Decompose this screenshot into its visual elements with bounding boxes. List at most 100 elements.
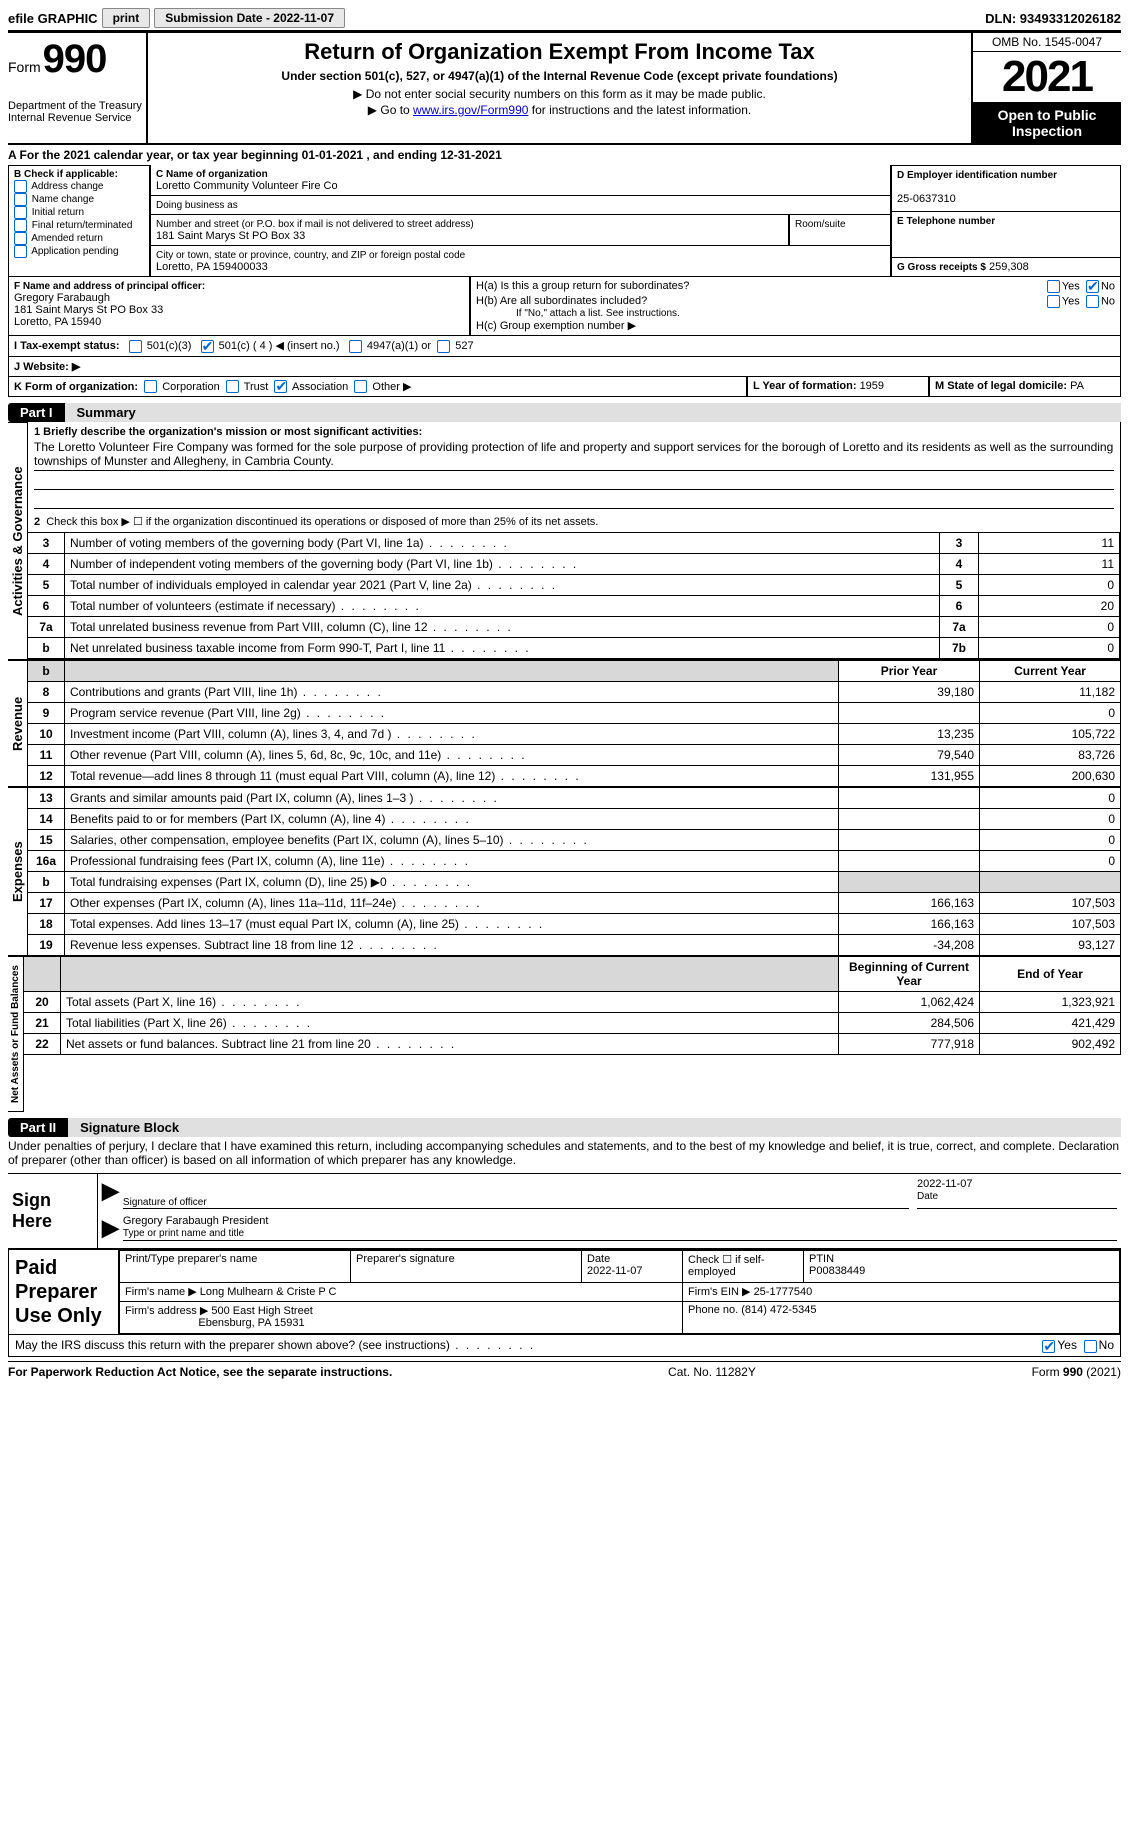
hb-no-checkbox[interactable] [1086,295,1099,308]
dba-label: Doing business as [156,200,238,211]
note-pre: ▶ Go to [368,103,413,117]
i-label: I Tax-exempt status: [14,340,120,352]
yes-label: Yes [1062,280,1080,292]
discuss-no-checkbox[interactable] [1084,1340,1097,1353]
dln-label: DLN: 93493312026182 [985,11,1121,26]
b-option[interactable]: Final return/terminated [14,219,144,232]
discuss-row: May the IRS discuss this return with the… [8,1335,1121,1356]
note-link: ▶ Go to www.irs.gov/Form990 for instruct… [156,103,963,117]
firm-addr-label: Firm's address ▶ [125,1305,208,1317]
q2-text: Check this box ▶ ☐ if the organization d… [46,516,598,528]
i-o4: 527 [455,340,473,352]
mission-blank-2 [34,490,1114,509]
header-right: OMB No. 1545-0047 2021 Open to Public In… [971,33,1121,143]
i-501c-checkbox[interactable] [201,340,214,353]
paid-inner-table: Print/Type preparer's name Preparer's si… [119,1250,1120,1334]
k-corp-checkbox[interactable] [144,380,157,393]
netassets-table: Beginning of Current Year End of Year 20… [24,956,1121,1055]
gross-receipts: 259,308 [989,261,1029,273]
header-left: Form 990 Department of the Treasury Inte… [8,33,148,143]
k-other-checkbox[interactable] [354,380,367,393]
i-501c3-checkbox[interactable] [129,340,142,353]
sig-date-label: Date [917,1191,938,1202]
b-option[interactable]: Initial return [14,206,144,219]
i-o3: 4947(a)(1) or [367,340,431,352]
bcd-row: B Check if applicable: Address change Na… [8,165,1121,277]
b-option[interactable]: Amended return [14,232,144,245]
table-row: 6Total number of volunteers (estimate if… [28,596,1120,617]
section-c: C Name of organization Loretto Community… [150,165,891,277]
k-assoc-checkbox[interactable] [274,380,287,393]
firm-ein: 25-1777540 [754,1286,813,1298]
officer-addr: 181 Saint Marys St PO Box 33 [14,304,163,316]
col-prior: Prior Year [839,661,980,682]
hb-yes-checkbox[interactable] [1047,295,1060,308]
table-row: 11Other revenue (Part VIII, column (A), … [28,745,1121,766]
table-row: bTotal fundraising expenses (Part IX, co… [28,872,1121,893]
pp-selfemp: Check ☐ if self-employed [688,1254,765,1278]
org-name: Loretto Community Volunteer Fire Co [156,180,338,192]
table-row: 15Salaries, other compensation, employee… [28,830,1121,851]
j-label: J Website: ▶ [14,361,80,373]
table-row: 8Contributions and grants (Part VIII, li… [28,682,1121,703]
governance-table: 3Number of voting members of the governi… [28,532,1120,659]
table-row: bNet unrelated business taxable income f… [28,638,1120,659]
table-row: 9Program service revenue (Part VIII, lin… [28,703,1121,724]
i-o2: 501(c) ( 4 ) ◀ (insert no.) [219,340,340,352]
hb-label: H(b) Are all subordinates included? [476,295,1047,308]
form-subtitle: Under section 501(c), 527, or 4947(a)(1)… [156,69,963,83]
b-option[interactable]: Name change [14,193,144,206]
m-label: M State of legal domicile: [935,380,1070,392]
firm-addr1: 500 East High Street [211,1305,313,1317]
part2-title: Signature Block [68,1118,1121,1137]
b-option[interactable]: Application pending [14,245,144,258]
form-word: Form [8,59,41,75]
i-527-checkbox[interactable] [437,340,450,353]
section-f: F Name and address of principal officer:… [8,277,470,336]
netassets-section: Net Assets or Fund Balances Beginning of… [8,956,1121,1112]
pp-sig-label: Preparer's signature [356,1253,455,1265]
tab-expenses: Expenses [8,787,28,956]
k-o4: Other ▶ [372,381,411,393]
room-label: Room/suite [795,219,846,230]
part1-header: Part I Summary [8,403,1121,422]
note-ssn: ▶ Do not enter social security numbers o… [156,87,963,101]
sign-here-label: Sign Here [8,1174,98,1248]
k-trust-checkbox[interactable] [226,380,239,393]
col-eoy: End of Year [980,957,1121,992]
irs-link[interactable]: www.irs.gov/Form990 [413,103,528,117]
dept-label: Department of the Treasury Internal Reve… [8,100,142,124]
revenue-table: b Prior Year Current Year 8Contributions… [28,660,1121,787]
footer-right: Form 990 (2021) [1032,1365,1121,1379]
print-button[interactable]: print [102,8,151,28]
discuss-no: No [1099,1338,1114,1352]
part2-tag: Part II [8,1118,68,1137]
omb-number: OMB No. 1545-0047 [973,33,1121,52]
part2-header: Part II Signature Block [8,1118,1121,1137]
page-footer: For Paperwork Reduction Act Notice, see … [8,1361,1121,1379]
b-option[interactable]: Address change [14,180,144,193]
ha-label: H(a) Is this a group return for subordin… [476,280,1047,293]
submission-date-button[interactable]: Submission Date - 2022-11-07 [154,8,345,28]
sign-here-block: Sign Here ▶ Signature of officer 2022-11… [8,1173,1121,1248]
pp-date-val: 2022-11-07 [587,1265,642,1277]
c-name-label: C Name of organization [156,169,268,180]
ha-no-checkbox[interactable] [1086,280,1099,293]
ha-yes-checkbox[interactable] [1047,280,1060,293]
klm-row: K Form of organization: Corporation Trus… [8,377,1121,398]
yes-label-2: Yes [1062,295,1080,307]
note-post: for instructions and the latest informat… [528,103,751,117]
g-label: G Gross receipts $ [897,262,986,273]
revenue-header-row: b Prior Year Current Year [28,661,1121,682]
part1-tag: Part I [8,403,65,422]
footer-left: For Paperwork Reduction Act Notice, see … [8,1365,392,1379]
k-o1: Corporation [162,381,219,393]
table-row: 14Benefits paid to or for members (Part … [28,809,1121,830]
mission-blank-1 [34,471,1114,490]
no-label-2: No [1101,295,1115,307]
table-row: 18Total expenses. Add lines 13–17 (must … [28,914,1121,935]
hb-note: If "No," attach a list. See instructions… [476,308,1115,319]
tab-governance: Activities & Governance [8,422,28,660]
discuss-yes-checkbox[interactable] [1042,1340,1055,1353]
i-4947-checkbox[interactable] [349,340,362,353]
